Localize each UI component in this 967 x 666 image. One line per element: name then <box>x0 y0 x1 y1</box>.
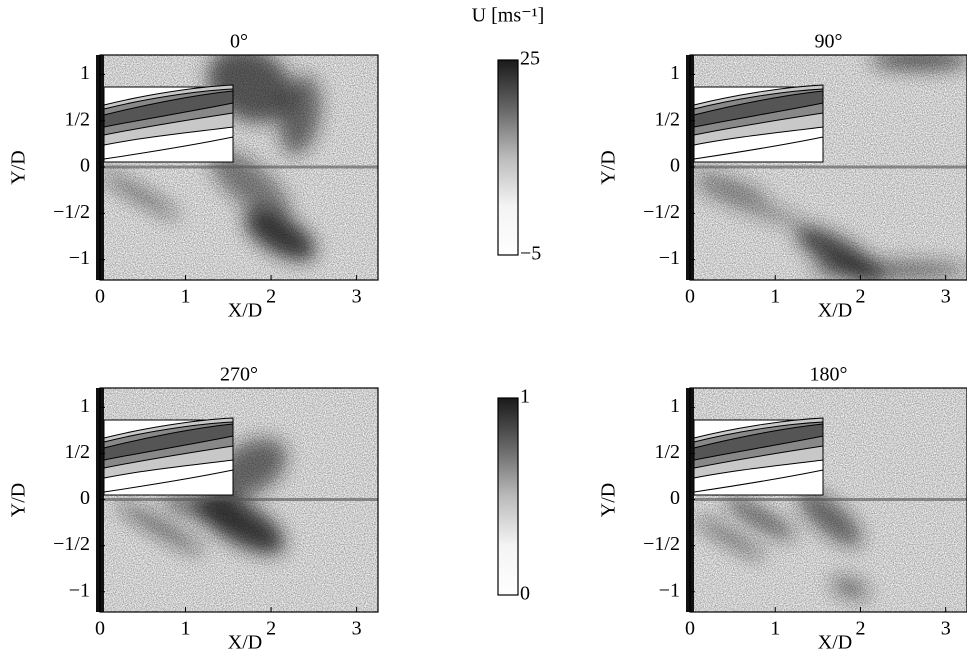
panel: 0 1 2 3 −1 −1/2 0 1/2 1 180° X/D Y/D <box>598 364 967 654</box>
y-tick-label: 1 <box>80 395 90 417</box>
x-tick-label: 2 <box>266 618 276 640</box>
y-axis-label: Y/D <box>598 150 620 184</box>
inset-contour <box>103 90 234 128</box>
x-tick-label: 1 <box>181 618 191 640</box>
y-tick-label: 1/2 <box>654 108 680 130</box>
inset-contour <box>103 136 234 160</box>
colorbar-tick-label: 1 <box>520 386 530 408</box>
velocity-field <box>100 55 378 280</box>
y-tick-label: −1/2 <box>643 533 680 555</box>
x-tick-label: 2 <box>855 618 865 640</box>
y-tick-label: 1 <box>670 395 680 417</box>
colorbar-tick-label: −5 <box>520 243 541 265</box>
inset <box>693 84 824 163</box>
x-axis-label: X/D <box>228 300 262 322</box>
x-tick-label: 3 <box>352 618 362 640</box>
x-tick-label: 1 <box>770 618 780 640</box>
y-axis-label: Y/D <box>8 483 30 517</box>
colorbar-tick-label: 25 <box>520 48 540 70</box>
colorbar-tick-label: 0 <box>520 583 530 605</box>
x-tick-label: 0 <box>95 618 105 640</box>
y-tick-label: −1/2 <box>643 201 680 223</box>
inset <box>693 417 824 496</box>
inset-contour <box>693 469 824 493</box>
y-tick-label: 0 <box>80 487 90 509</box>
x-tick-label: 3 <box>941 286 951 308</box>
x-tick-label: 0 <box>95 286 105 308</box>
inset-contour <box>693 90 824 128</box>
inset-contour <box>103 469 234 493</box>
y-tick-label: −1 <box>659 247 680 269</box>
y-tick-label: −1 <box>659 579 680 601</box>
x-tick-label: 2 <box>266 286 276 308</box>
x-axis-label: X/D <box>818 632 852 654</box>
y-axis-label: Y/D <box>598 483 620 517</box>
colorbar-scale <box>497 59 519 256</box>
y-tick-label: 1/2 <box>64 441 90 463</box>
panel-title: 0° <box>230 31 248 53</box>
colorbar-scale <box>497 397 519 596</box>
panel: 0 1 2 3 −1 −1/2 0 1/2 1 0° X/D Y/D <box>8 31 379 322</box>
y-tick-label: 0 <box>670 155 680 177</box>
x-axis-label: X/D <box>818 300 852 322</box>
x-tick-label: 2 <box>855 286 865 308</box>
y-tick-label: 0 <box>80 155 90 177</box>
velocity-field <box>100 388 378 612</box>
y-axis-label: Y/D <box>8 150 30 184</box>
x-tick-label: 1 <box>770 286 780 308</box>
x-tick-label: 0 <box>685 618 695 640</box>
panel-title: 180° <box>810 364 848 386</box>
y-tick-label: 0 <box>670 487 680 509</box>
y-tick-label: 1/2 <box>654 441 680 463</box>
inset-contour <box>693 136 824 160</box>
colorbar-title: U [ms⁻¹] <box>472 5 545 27</box>
panel-title: 90° <box>815 31 843 53</box>
x-axis-label: X/D <box>228 632 262 654</box>
inset <box>103 84 234 163</box>
inset <box>103 417 234 496</box>
y-tick-label: −1/2 <box>53 533 90 555</box>
panel: 0 1 2 3 −1 −1/2 0 1/2 1 270° X/D Y/D <box>8 364 379 654</box>
y-tick-label: −1 <box>69 579 90 601</box>
y-tick-label: 1/2 <box>64 108 90 130</box>
x-tick-label: 3 <box>352 286 362 308</box>
inset-contour <box>693 423 824 461</box>
inset-contour <box>103 423 234 461</box>
panel: 0 1 2 3 −1 −1/2 0 1/2 1 90° X/D Y/D <box>598 31 967 322</box>
colorbar: 01 <box>497 386 530 605</box>
panel-title: 270° <box>220 364 258 386</box>
colorbar: −5 25 U [ms⁻¹] <box>472 5 545 265</box>
y-tick-label: 1 <box>670 62 680 84</box>
velocity-field <box>690 55 967 280</box>
x-tick-label: 1 <box>181 286 191 308</box>
y-tick-label: −1/2 <box>53 201 90 223</box>
x-tick-label: 0 <box>685 286 695 308</box>
y-tick-label: −1 <box>69 247 90 269</box>
x-tick-label: 3 <box>941 618 951 640</box>
y-tick-label: 1 <box>80 62 90 84</box>
